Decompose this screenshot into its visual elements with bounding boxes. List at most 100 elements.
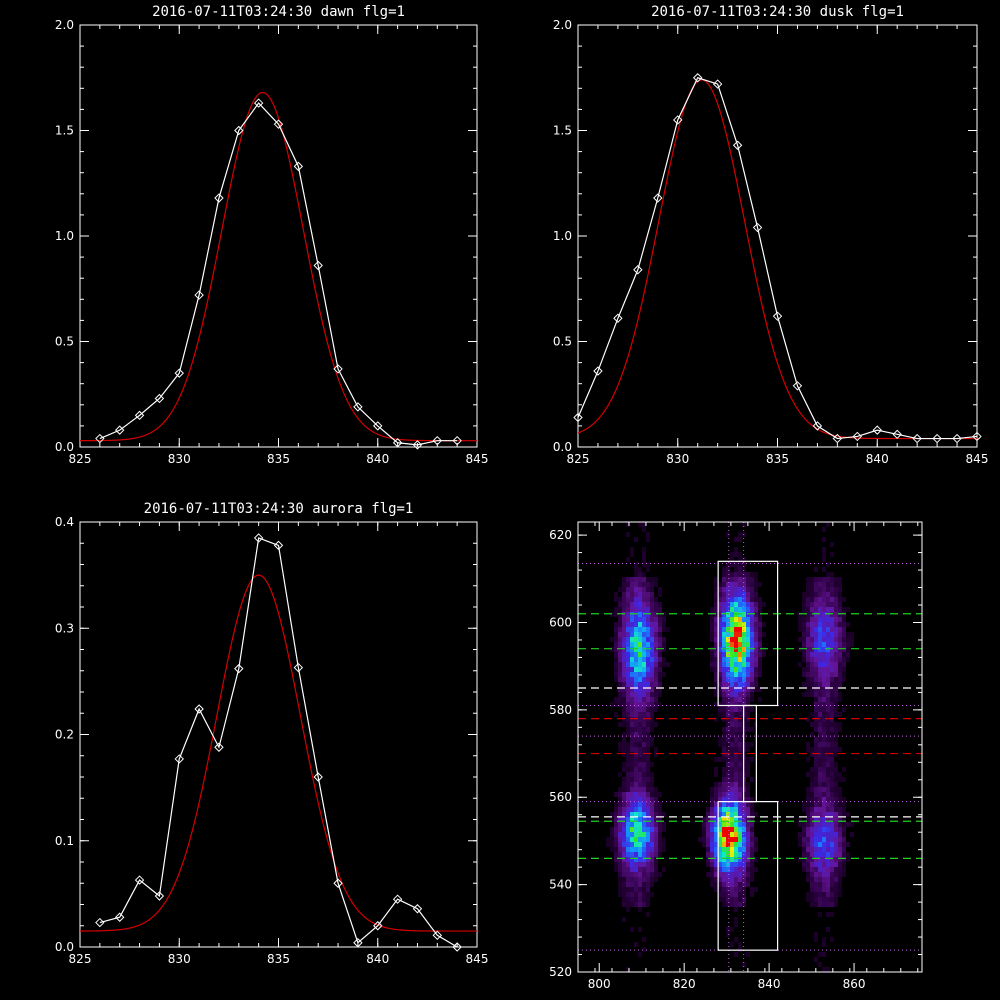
plot-frame — [577, 521, 923, 973]
data-point — [573, 412, 583, 423]
data-point — [972, 431, 982, 442]
fit-curve — [79, 574, 477, 932]
y-tick-label: 0.1 — [55, 834, 74, 848]
data-point — [134, 410, 145, 421]
chart-title: 2016-07-11T03:24:30 aurora flg=1 — [144, 501, 414, 517]
data-point — [892, 429, 902, 440]
chart-title: 2016-07-11T03:24:30 dusk flg=1 — [651, 4, 904, 20]
x-tick-label: 840 — [758, 977, 781, 991]
data-point — [95, 917, 105, 928]
data-point — [653, 193, 663, 203]
x-tick-label: 830 — [168, 452, 191, 466]
data-point — [772, 311, 783, 321]
y-tick-label: 540 — [549, 878, 572, 892]
data-point — [293, 662, 304, 673]
x-tick-label: 820 — [673, 977, 696, 991]
spectral-image-panel: 800 820 840 860 520 540 560 580 600 620 — [549, 521, 923, 991]
data-point — [373, 421, 383, 431]
x-tick-label: 835 — [267, 452, 290, 466]
data-line — [99, 102, 458, 446]
data-point — [412, 904, 423, 914]
data-point — [253, 533, 264, 543]
data-point — [872, 425, 882, 435]
fit-curve — [577, 79, 977, 440]
aurora-spectrum-panel: 825 830 835 840 845 0.0 0.1 0.2 0.3 0.4 2016-07-11… — [55, 501, 489, 966]
y-tick-label: 600 — [549, 615, 572, 629]
y-tick-label: 620 — [549, 528, 572, 542]
x-tick-label: 825 — [69, 452, 92, 466]
data-point — [633, 265, 643, 275]
data-point — [293, 161, 304, 172]
data-point — [832, 433, 843, 444]
data-point — [812, 421, 823, 431]
y-tick-label: 2.0 — [553, 18, 572, 32]
x-tick-label: 845 — [466, 452, 489, 466]
x-tick-label: 835 — [766, 452, 789, 466]
data-point — [912, 433, 922, 444]
x-tick-label: 860 — [843, 977, 866, 991]
x-tick-label: 845 — [966, 452, 989, 466]
data-point — [792, 381, 803, 391]
y-tick-label: 0.0 — [55, 440, 74, 454]
y-tick-label: 1.0 — [553, 229, 572, 243]
x-tick-label: 835 — [267, 952, 290, 966]
data-point — [432, 930, 443, 941]
y-tick-label: 560 — [549, 790, 572, 804]
y-tick-label: 0.2 — [55, 728, 74, 742]
data-point — [732, 140, 743, 150]
y-tick-label: 520 — [549, 965, 572, 979]
data-point — [214, 193, 224, 203]
data-point — [273, 119, 284, 129]
y-tick-label: 0.4 — [55, 515, 74, 529]
y-tick-label: 580 — [549, 703, 572, 717]
data-point — [373, 921, 383, 931]
data-point — [114, 912, 125, 922]
data-line — [99, 537, 458, 948]
data-point — [932, 433, 942, 444]
dusk-spectrum-panel: 825 830 835 840 845 0.0 0.5 1.0 1.5 2.0 2016-07-11… — [553, 4, 989, 466]
y-tick-label: 1.0 — [55, 229, 74, 243]
x-tick-label: 830 — [168, 952, 191, 966]
x-tick-label: 840 — [366, 952, 389, 966]
x-tick-label: 800 — [588, 977, 611, 991]
y-tick-label: 0.0 — [55, 940, 74, 954]
dawn-spectrum-panel: 825 830 835 840 845 0.0 0.5 1.0 1.5 2.0 2016-07-11… — [55, 4, 489, 466]
data-point — [114, 425, 125, 435]
data-point — [392, 894, 403, 904]
data-point — [613, 313, 623, 323]
data-point — [134, 875, 145, 885]
y-tick-label: 0.0 — [553, 440, 572, 454]
data-point — [452, 435, 462, 446]
data-point — [234, 663, 244, 674]
data-point — [452, 942, 462, 952]
x-tick-label: 830 — [666, 452, 689, 466]
data-point — [692, 73, 703, 83]
data-point — [313, 772, 323, 782]
data-point — [752, 222, 763, 233]
data-line — [577, 77, 978, 440]
y-tick-label: 0.3 — [55, 621, 74, 635]
y-tick-label: 0.5 — [55, 335, 74, 349]
data-point — [333, 878, 343, 888]
data-point — [432, 435, 443, 446]
y-tick-label: 1.5 — [55, 124, 74, 138]
y-tick-label: 2.0 — [55, 18, 74, 32]
data-point — [194, 704, 204, 714]
data-point — [214, 742, 224, 752]
data-point — [194, 290, 204, 300]
data-point — [154, 891, 165, 901]
data-point — [852, 431, 863, 442]
data-point — [333, 364, 343, 374]
data-point — [952, 433, 962, 444]
data-point — [712, 79, 723, 89]
data-point — [353, 402, 363, 412]
data-point — [95, 433, 105, 444]
data-point — [673, 115, 683, 125]
data-point — [154, 393, 165, 404]
x-tick-label: 840 — [366, 452, 389, 466]
x-tick-label: 840 — [866, 452, 889, 466]
chart-title: 2016-07-11T03:24:30 dawn flg=1 — [152, 4, 405, 20]
data-point — [353, 938, 363, 948]
fit-curve — [79, 91, 477, 442]
